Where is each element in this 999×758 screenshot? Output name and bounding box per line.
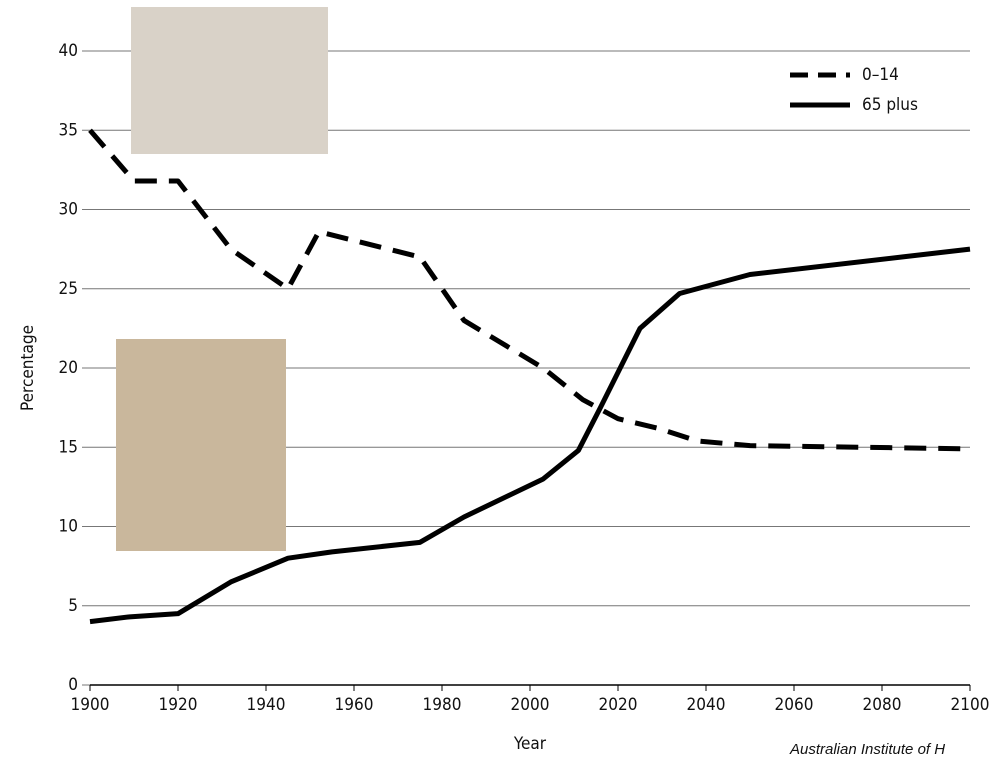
y-tick-label: 35 — [59, 120, 78, 140]
x-tick-label: 2000 — [511, 695, 550, 715]
source: Australian Institute of H — [789, 741, 945, 758]
x-tick-label: 1940 — [247, 695, 286, 715]
y-tick-label: 20 — [59, 358, 78, 378]
x-tick-label: 2080 — [863, 695, 902, 715]
x-tick-label: 1960 — [335, 695, 374, 715]
y-tick-label: 10 — [59, 517, 78, 537]
series-line — [88, 128, 971, 452]
y-tick-label: 0 — [68, 675, 78, 695]
x-tick-label: 1980 — [423, 695, 462, 715]
x-tick-label: 1900 — [71, 695, 110, 715]
y-tick-label: 30 — [59, 200, 78, 220]
y-tick-label: 15 — [59, 437, 78, 457]
y-axis-label: Percentage — [18, 325, 38, 411]
x-tick-label: 2020 — [599, 695, 638, 715]
y-tick-label: 25 — [59, 279, 78, 299]
x-tick-label: 2100 — [951, 695, 990, 715]
x-tick-label: 2060 — [775, 695, 814, 715]
legend-label: 65 plus — [862, 95, 918, 115]
photo-elderly — [116, 339, 286, 551]
series-line — [89, 246, 971, 625]
x-tick-label: 2040 — [687, 695, 726, 715]
x-tick-label: 1920 — [159, 695, 198, 715]
legend-label: 0–14 — [862, 65, 899, 85]
photo-child — [131, 7, 328, 154]
y-tick-label: 5 — [68, 596, 78, 616]
y-tick-label: 40 — [59, 41, 78, 61]
x-axis-label: Year — [513, 734, 547, 754]
